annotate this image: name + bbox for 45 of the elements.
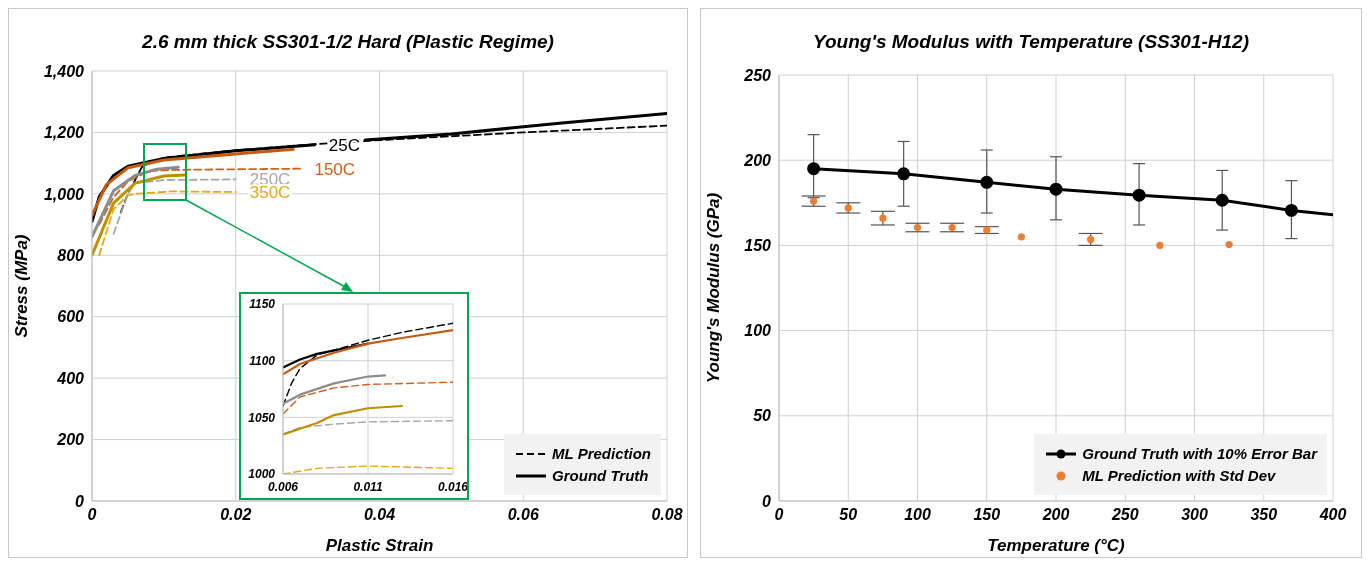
x-tick-label: 400 — [1318, 506, 1347, 524]
y-axis-title: Young's Modulus (GPa) — [704, 192, 724, 384]
y-tick-label: 250 — [743, 66, 772, 84]
chart-title: 2.6 mm thick SS301-1/2 Hard (Plastic Regime) — [140, 31, 555, 53]
y-tick-label: 1050 — [248, 410, 276, 425]
y-tick-label: 100 — [744, 322, 772, 340]
y-tick-label: 1,400 — [43, 62, 85, 80]
y-tick-label: 200 — [743, 151, 772, 169]
y-tick-label: 1,000 — [43, 185, 85, 203]
annotation: 150C — [314, 159, 356, 179]
x-tick-label: 0.04 — [363, 506, 396, 524]
x-tick-label: 200 — [1041, 506, 1070, 524]
x-tick-label: 0.006 — [267, 479, 299, 494]
legend-label: Ground Truth with 10% Error Bar — [1082, 445, 1317, 462]
x-tick-label: 300 — [1181, 506, 1208, 524]
x-axis-title: Plastic Strain — [325, 536, 434, 555]
x-tick-label: 150 — [973, 506, 1001, 524]
x-tick-label: 0.06 — [507, 506, 539, 524]
y-tick-label: 1150 — [249, 297, 276, 312]
y-tick-label: 50 — [753, 407, 772, 425]
chart-title: Young's Modulus with Temperature (SS301-H12) — [812, 31, 1250, 53]
x-tick-label: 0.011 — [353, 479, 383, 494]
y-tick-label: 1000 — [248, 467, 276, 482]
x-tick-label: 100 — [904, 506, 931, 524]
y-axis-title: Stress (MPa) — [12, 234, 32, 338]
x-tick-label: 0 — [774, 506, 784, 524]
x-tick-label: 0.08 — [651, 506, 683, 524]
y-tick-label: 1,200 — [43, 124, 85, 142]
y-tick-label: 200 — [56, 431, 85, 449]
legend-label: ML Prediction with Std Dev — [1082, 467, 1276, 484]
x-axis-title: Temperature (°C) — [987, 536, 1126, 555]
y-tick-label: 800 — [57, 246, 85, 264]
x-tick-label: 250 — [1110, 506, 1139, 524]
x-tick-label: 50 — [839, 506, 858, 524]
y-tick-label: 400 — [56, 369, 85, 387]
y-tick-label: 1100 — [249, 353, 276, 368]
y-tick-label: 0 — [762, 492, 772, 510]
y-tick-label: 0 — [75, 492, 85, 510]
x-tick-label: 350 — [1250, 506, 1278, 524]
x-tick-label: 0.02 — [220, 506, 252, 524]
legend-label: ML Prediction — [552, 445, 651, 462]
x-tick-label: 0 — [87, 506, 97, 524]
y-tick-label: 150 — [744, 237, 772, 255]
y-tick-label: 600 — [57, 308, 85, 326]
legend-label: Ground Truth — [552, 467, 649, 484]
